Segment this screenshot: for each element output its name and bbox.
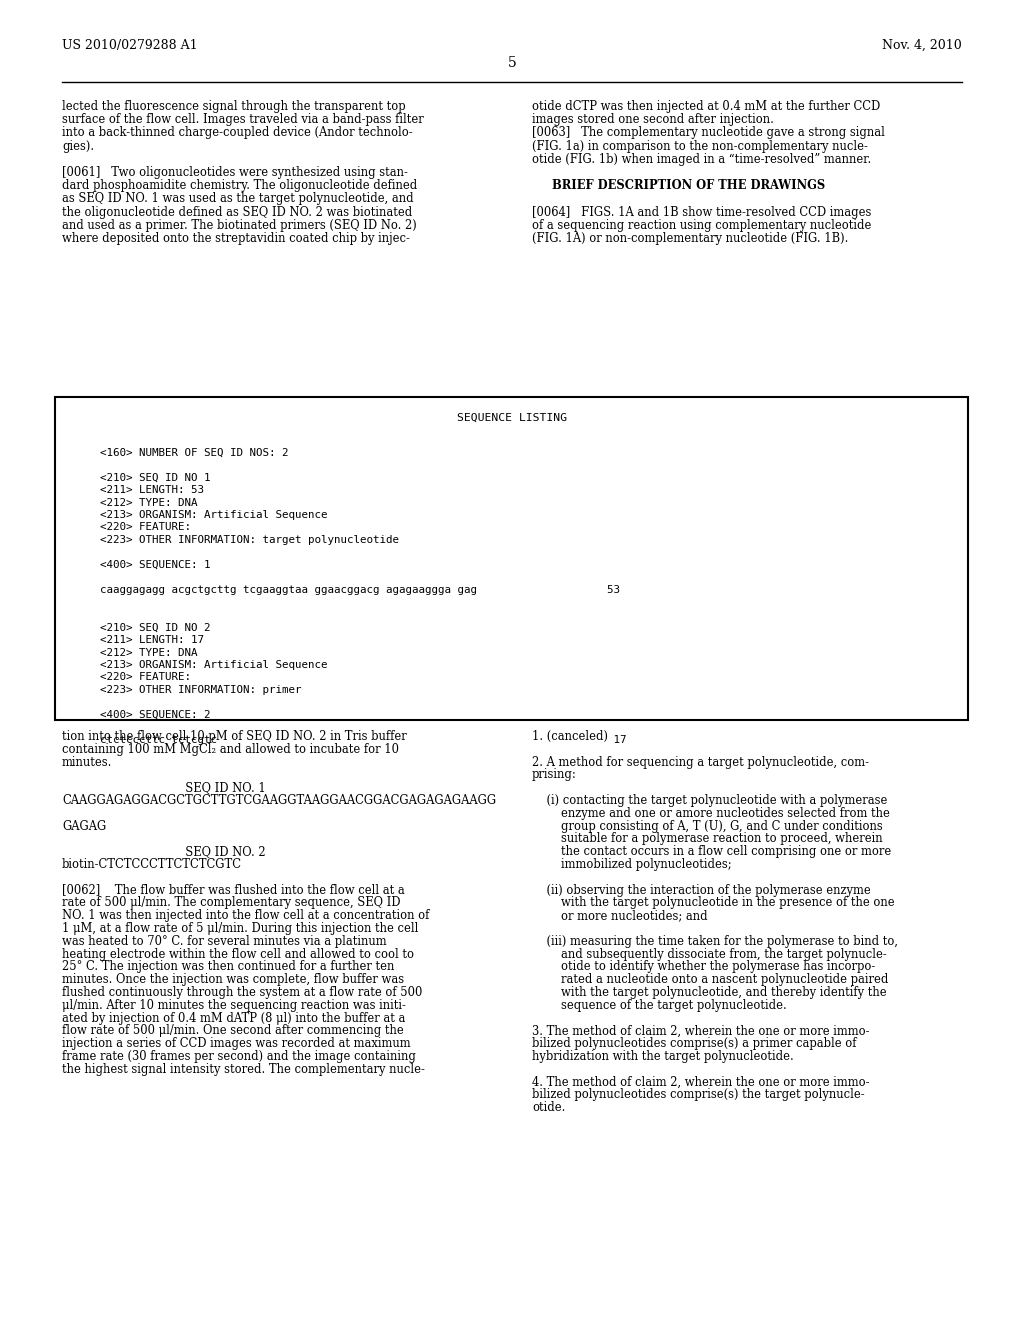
Text: the highest signal intensity stored. The complementary nucle-: the highest signal intensity stored. The… xyxy=(62,1063,425,1076)
Text: <213> ORGANISM: Artificial Sequence: <213> ORGANISM: Artificial Sequence xyxy=(100,660,328,671)
Text: minutes. Once the injection was complete, flow buffer was: minutes. Once the injection was complete… xyxy=(62,973,404,986)
Text: SEQ ID NO. 2: SEQ ID NO. 2 xyxy=(62,845,265,858)
Text: tion into the flow cell 10 pM of SEQ ID NO. 2 in Tris buffer: tion into the flow cell 10 pM of SEQ ID … xyxy=(62,730,407,743)
Text: lected the fluorescence signal through the transparent top: lected the fluorescence signal through t… xyxy=(62,100,406,114)
Text: <213> ORGANISM: Artificial Sequence: <213> ORGANISM: Artificial Sequence xyxy=(100,510,328,520)
Text: <210> SEQ ID NO 1: <210> SEQ ID NO 1 xyxy=(100,473,211,483)
Text: otide.: otide. xyxy=(532,1101,565,1114)
Text: 3. The method of claim 2, wherein the one or more immo-: 3. The method of claim 2, wherein the on… xyxy=(532,1024,869,1038)
Text: <220> FEATURE:: <220> FEATURE: xyxy=(100,672,191,682)
Text: <160> NUMBER OF SEQ ID NOS: 2: <160> NUMBER OF SEQ ID NOS: 2 xyxy=(100,447,289,458)
Text: surface of the flow cell. Images traveled via a band-pass filter: surface of the flow cell. Images travele… xyxy=(62,114,424,127)
Text: as SEQ ID NO. 1 was used as the target polynucleotide, and: as SEQ ID NO. 1 was used as the target p… xyxy=(62,193,414,206)
Text: SEQUENCE LISTING: SEQUENCE LISTING xyxy=(457,413,567,422)
Text: injection a series of CCD images was recorded at maximum: injection a series of CCD images was rec… xyxy=(62,1038,411,1051)
Text: SEQ ID NO. 1: SEQ ID NO. 1 xyxy=(62,781,266,795)
Text: 25° C. The injection was then continued for a further ten: 25° C. The injection was then continued … xyxy=(62,961,394,973)
Text: BRIEF DESCRIPTION OF THE DRAWINGS: BRIEF DESCRIPTION OF THE DRAWINGS xyxy=(532,180,825,193)
Text: heating electrode within the flow cell and allowed to cool to: heating electrode within the flow cell a… xyxy=(62,948,414,961)
Text: flow rate of 500 μl/min. One second after commencing the: flow rate of 500 μl/min. One second afte… xyxy=(62,1024,403,1038)
Text: where deposited onto the streptavidin coated chip by injec-: where deposited onto the streptavidin co… xyxy=(62,232,410,246)
Text: and subsequently dissociate from, the target polynucle-: and subsequently dissociate from, the ta… xyxy=(532,948,887,961)
Text: [0064]   FIGS. 1A and 1B show time-resolved CCD images: [0064] FIGS. 1A and 1B show time-resolve… xyxy=(532,206,871,219)
Text: into a back-thinned charge-coupled device (Andor technolo-: into a back-thinned charge-coupled devic… xyxy=(62,127,413,140)
Text: group consisting of A, T (U), G, and C under conditions: group consisting of A, T (U), G, and C u… xyxy=(532,820,883,833)
Text: [0063]   The complementary nucleotide gave a strong signal: [0063] The complementary nucleotide gave… xyxy=(532,127,885,140)
Text: Nov. 4, 2010: Nov. 4, 2010 xyxy=(883,40,962,51)
Text: bilized polynucleotides comprise(s) a primer capable of: bilized polynucleotides comprise(s) a pr… xyxy=(532,1038,856,1051)
Text: or more nucleotides; and: or more nucleotides; and xyxy=(532,909,708,923)
Text: <220> FEATURE:: <220> FEATURE: xyxy=(100,523,191,532)
Bar xyxy=(55,397,968,719)
Text: ctctcccttc tctcgtc                                                             1: ctctcccttc tctcgtc 1 xyxy=(100,735,627,744)
Text: dard phosphoamidite chemistry. The oligonucleotide defined: dard phosphoamidite chemistry. The oligo… xyxy=(62,180,417,193)
Text: <212> TYPE: DNA: <212> TYPE: DNA xyxy=(100,648,198,657)
Text: 5: 5 xyxy=(508,55,516,70)
Text: μl/min. After 10 minutes the sequencing reaction was initi-: μl/min. After 10 minutes the sequencing … xyxy=(62,999,406,1012)
Text: ated by injection of 0.4 mM dATP (8 μl) into the buffer at a: ated by injection of 0.4 mM dATP (8 μl) … xyxy=(62,1011,406,1024)
Text: with the target polynucleotide, and thereby identify the: with the target polynucleotide, and ther… xyxy=(532,986,887,999)
Text: rated a nucleotide onto a nascent polynucleotide paired: rated a nucleotide onto a nascent polynu… xyxy=(532,973,889,986)
Text: enzyme and one or amore nucleotides selected from the: enzyme and one or amore nucleotides sele… xyxy=(532,807,890,820)
Text: otide (FIG. 1b) when imaged in a “time-resolved” manner.: otide (FIG. 1b) when imaged in a “time-r… xyxy=(532,153,871,166)
Text: <211> LENGTH: 17: <211> LENGTH: 17 xyxy=(100,635,204,645)
Text: images stored one second after injection.: images stored one second after injection… xyxy=(532,114,774,127)
Text: 1. (canceled): 1. (canceled) xyxy=(532,730,608,743)
Text: the contact occurs in a flow cell comprising one or more: the contact occurs in a flow cell compri… xyxy=(532,845,891,858)
Text: US 2010/0279288 A1: US 2010/0279288 A1 xyxy=(62,40,198,51)
Text: frame rate (30 frames per second) and the image containing: frame rate (30 frames per second) and th… xyxy=(62,1049,416,1063)
Text: (FIG. 1a) in comparison to the non-complementary nucle-: (FIG. 1a) in comparison to the non-compl… xyxy=(532,140,868,153)
Text: immobilized polynucleotides;: immobilized polynucleotides; xyxy=(532,858,731,871)
Text: (ii) observing the interaction of the polymerase enzyme: (ii) observing the interaction of the po… xyxy=(532,883,870,896)
Text: NO. 1 was then injected into the flow cell at a concentration of: NO. 1 was then injected into the flow ce… xyxy=(62,909,429,923)
Text: the oligonucleotide defined as SEQ ID NO. 2 was biotinated: the oligonucleotide defined as SEQ ID NO… xyxy=(62,206,413,219)
Text: containing 100 mM MgCl₂ and allowed to incubate for 10: containing 100 mM MgCl₂ and allowed to i… xyxy=(62,743,399,756)
Text: sequence of the target polynucleotide.: sequence of the target polynucleotide. xyxy=(532,999,786,1012)
Text: <400> SEQUENCE: 2: <400> SEQUENCE: 2 xyxy=(100,710,211,719)
Text: and used as a primer. The biotinated primers (SEQ ID No. 2): and used as a primer. The biotinated pri… xyxy=(62,219,417,232)
Text: rate of 500 μl/min. The complementary sequence, SEQ ID: rate of 500 μl/min. The complementary se… xyxy=(62,896,400,909)
Text: flushed continuously through the system at a flow rate of 500: flushed continuously through the system … xyxy=(62,986,422,999)
Text: 1 μM, at a flow rate of 5 μl/min. During this injection the cell: 1 μM, at a flow rate of 5 μl/min. During… xyxy=(62,921,419,935)
Text: <400> SEQUENCE: 1: <400> SEQUENCE: 1 xyxy=(100,560,211,570)
Text: (FIG. 1A) or non-complementary nucleotide (FIG. 1B).: (FIG. 1A) or non-complementary nucleotid… xyxy=(532,232,848,246)
Text: caaggagagg acgctgcttg tcgaaggtaa ggaacggacg agagaaggga gag                    53: caaggagagg acgctgcttg tcgaaggtaa ggaacgg… xyxy=(100,585,620,595)
Text: <212> TYPE: DNA: <212> TYPE: DNA xyxy=(100,498,198,507)
Text: biotin-CTCTCCCTTCTCTCGTC: biotin-CTCTCCCTTCTCTCGTC xyxy=(62,858,242,871)
Text: <211> LENGTH: 53: <211> LENGTH: 53 xyxy=(100,484,204,495)
Text: GAGAG: GAGAG xyxy=(62,820,106,833)
Text: (i) contacting the target polynucleotide with a polymerase: (i) contacting the target polynucleotide… xyxy=(532,795,888,807)
Text: [0061]   Two oligonucleotides were synthesized using stan-: [0061] Two oligonucleotides were synthes… xyxy=(62,166,408,180)
Text: otide to identify whether the polymerase has incorpo-: otide to identify whether the polymerase… xyxy=(532,961,876,973)
Text: hybridization with the target polynucleotide.: hybridization with the target polynucleo… xyxy=(532,1049,794,1063)
Text: <210> SEQ ID NO 2: <210> SEQ ID NO 2 xyxy=(100,623,211,632)
Text: 4. The method of claim 2, wherein the one or more immo-: 4. The method of claim 2, wherein the on… xyxy=(532,1076,869,1089)
Text: gies).: gies). xyxy=(62,140,94,153)
Text: CAAGGAGAGGACGCTGCTTGTCGAAGGTAAGGAACGGACGAGAGAGAAGG: CAAGGAGAGGACGCTGCTTGTCGAAGGTAAGGAACGGACG… xyxy=(62,795,496,807)
Text: 2. A method for sequencing a target polynucleotide, com-: 2. A method for sequencing a target poly… xyxy=(532,755,869,768)
Text: suitable for a polymerase reaction to proceed, wherein: suitable for a polymerase reaction to pr… xyxy=(532,833,883,845)
Text: was heated to 70° C. for several minutes via a platinum: was heated to 70° C. for several minutes… xyxy=(62,935,387,948)
Text: of a sequencing reaction using complementary nucleotide: of a sequencing reaction using complemen… xyxy=(532,219,871,232)
Text: <223> OTHER INFORMATION: primer: <223> OTHER INFORMATION: primer xyxy=(100,685,301,696)
Text: minutes.: minutes. xyxy=(62,755,113,768)
Text: <223> OTHER INFORMATION: target polynucleotide: <223> OTHER INFORMATION: target polynucl… xyxy=(100,535,399,545)
Text: [0062]    The flow buffer was flushed into the flow cell at a: [0062] The flow buffer was flushed into … xyxy=(62,883,404,896)
Text: (iii) measuring the time taken for the polymerase to bind to,: (iii) measuring the time taken for the p… xyxy=(532,935,898,948)
Text: bilized polynucleotides comprise(s) the target polynucle-: bilized polynucleotides comprise(s) the … xyxy=(532,1089,864,1101)
Text: otide dCTP was then injected at 0.4 mM at the further CCD: otide dCTP was then injected at 0.4 mM a… xyxy=(532,100,881,114)
Text: prising:: prising: xyxy=(532,768,577,781)
Text: with the target polynucleotide in the presence of the one: with the target polynucleotide in the pr… xyxy=(532,896,895,909)
